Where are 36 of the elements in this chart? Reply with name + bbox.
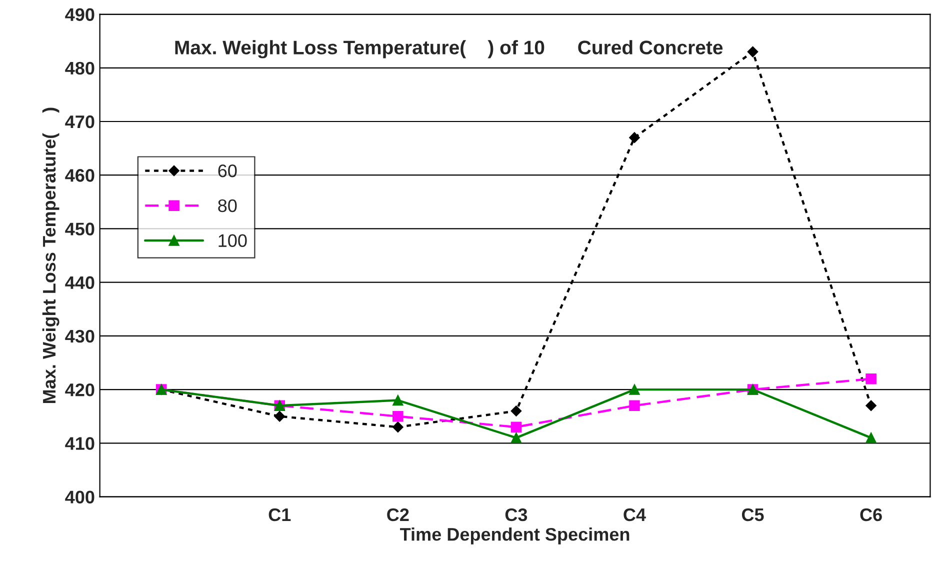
x-tick-label: C2 (387, 508, 409, 522)
x-axis-title: Time Dependent Specimen (400, 527, 630, 544)
y-axis-title: Max. Weight Loss Temperature( ) (42, 108, 60, 403)
y-tick-label: 420 (65, 383, 94, 396)
point (392, 422, 404, 433)
point (629, 400, 640, 412)
point (629, 384, 640, 395)
point (629, 132, 640, 144)
y-tick-label: 440 (65, 276, 94, 290)
point (866, 400, 876, 412)
point (747, 46, 758, 58)
y-tick-label: 410 (65, 437, 94, 450)
y-tick-label: 480 (65, 62, 94, 75)
x-tick-label: C4 (624, 508, 646, 522)
legend-label: 100 (218, 234, 247, 248)
point (510, 432, 522, 444)
y-tick-label: 430 (65, 330, 94, 343)
y-tick-label: 470 (65, 115, 94, 128)
point (392, 410, 404, 422)
y-tick-label: 460 (65, 169, 94, 182)
x-tick-label: C1 (268, 508, 291, 522)
x-tick-label: C3 (505, 508, 528, 522)
point (866, 432, 876, 444)
x-tick-label: C6 (860, 508, 882, 522)
point (866, 373, 876, 384)
y-tick-label: 490 (65, 8, 94, 21)
point (510, 422, 522, 432)
legend-label: 80 (218, 199, 237, 212)
point (274, 410, 286, 422)
legend-label: 60 (218, 164, 237, 178)
point (392, 394, 404, 406)
x-tick-label: C5 (742, 508, 764, 522)
y-tick-label: 450 (65, 222, 94, 236)
point (510, 406, 522, 416)
y-tick-label: 400 (65, 490, 94, 504)
text: Max. Weight Loss Temperature( ) of 10 Cured Concrete (175, 40, 723, 58)
